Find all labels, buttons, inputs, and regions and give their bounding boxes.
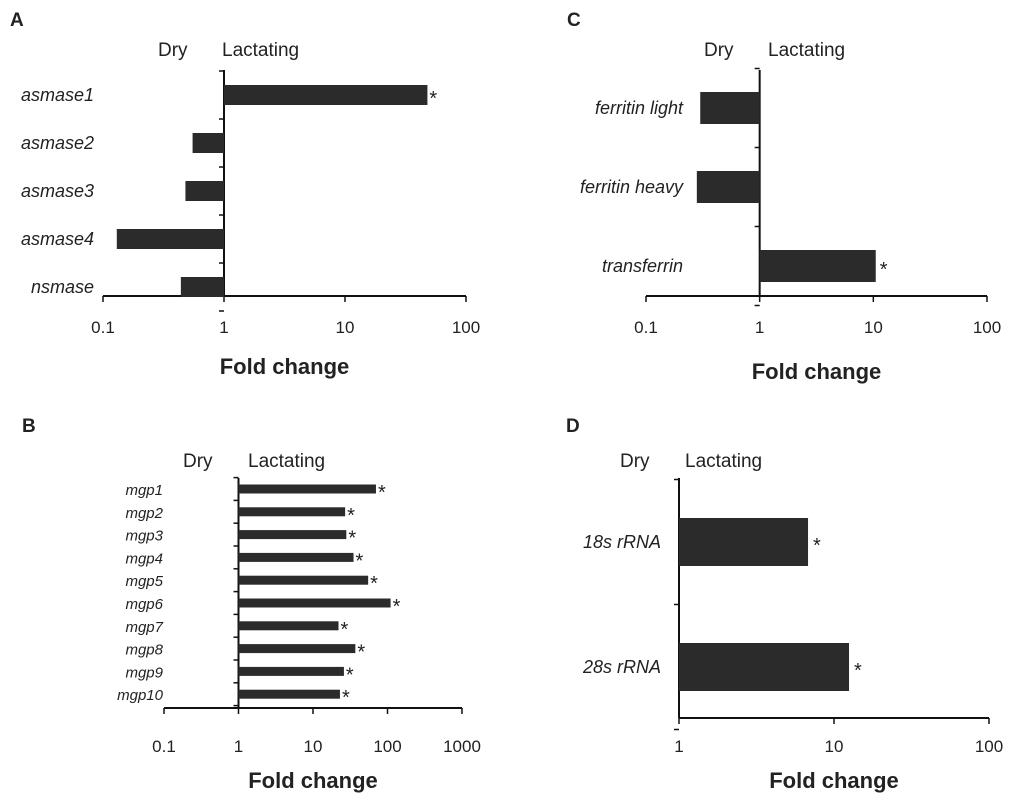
panel-a-bar xyxy=(192,133,224,153)
panel-b-significance-star: * xyxy=(342,687,350,709)
panel-b-x-axis-title: Fold change xyxy=(248,768,378,793)
panel-d-letter: D xyxy=(566,416,580,437)
panel-b-significance-star: * xyxy=(370,573,378,595)
panel-c-x-tick-label: 100 xyxy=(973,318,1001,337)
panel-b-bar xyxy=(238,689,340,699)
panel-b-bar xyxy=(238,552,354,562)
panel-d-bar xyxy=(679,643,850,691)
panel-b-bar xyxy=(238,621,339,631)
panel-c-category-label: ferritin heavy xyxy=(580,177,684,197)
panel-b-x-tick-label: 10 xyxy=(304,737,323,756)
panel-a-category-label: asmase1 xyxy=(21,85,94,105)
panel-a-bar xyxy=(180,277,224,297)
panel-d-x-tick-label: 1 xyxy=(674,737,683,756)
panel-b-bar xyxy=(238,598,391,608)
panel-a-bar xyxy=(185,181,224,201)
panel-b-significance-star: * xyxy=(356,550,364,572)
panel-a-letter: A xyxy=(10,10,24,31)
panel-a-lactating-label: Lactating xyxy=(222,40,299,61)
panel-c-category-label: transferrin xyxy=(602,256,683,276)
panel-a-bar xyxy=(116,229,224,249)
panel-b-x-tick-label: 0.1 xyxy=(152,737,176,756)
panel-b-significance-star: * xyxy=(378,482,386,504)
panel-b-category-label: mgp9 xyxy=(125,664,163,681)
panel-d-x-axis-title: Fold change xyxy=(769,768,899,793)
panel-c-x-tick-label: 0.1 xyxy=(634,318,658,337)
panel-d-lactating-label: Lactating xyxy=(685,451,762,472)
panel-b-category-label: mgp5 xyxy=(125,573,163,590)
panel-a-significance-star: * xyxy=(429,88,437,110)
panel-d-category-label: 18s rRNA xyxy=(583,532,661,552)
panel-a-category-label: nsmase xyxy=(31,277,94,297)
panel-c-bar xyxy=(759,250,876,282)
panel-b-bar xyxy=(238,644,356,654)
panel-b-bar xyxy=(238,530,347,540)
panel-b-category-label: mgp3 xyxy=(125,528,163,545)
panel-b-significance-star: * xyxy=(346,664,354,686)
panel-a-x-axis-title: Fold change xyxy=(220,354,350,379)
panel-b-dry-label: Dry xyxy=(183,451,213,472)
panel-b-significance-star: * xyxy=(357,642,365,664)
panel-b-significance-star: * xyxy=(348,528,356,550)
panel-a-x-tick-label: 0.1 xyxy=(91,318,115,337)
panel-d-dry-label: Dry xyxy=(620,451,650,472)
panel-b-category-label: mgp1 xyxy=(125,482,163,499)
panel-b-category-label: mgp8 xyxy=(125,642,163,659)
panel-b-category-label: mgp2 xyxy=(125,505,163,522)
panel-b-letter: B xyxy=(22,416,36,437)
panel-c-x-tick-label: 1 xyxy=(755,318,764,337)
panel-b-category-label: mgp7 xyxy=(125,619,163,636)
panel-b-category-label: mgp10 xyxy=(117,687,164,704)
panel-a-dry-label: Dry xyxy=(158,40,188,61)
panel-b-x-tick-label: 1000 xyxy=(443,737,481,756)
panel-d-significance-star: * xyxy=(813,535,821,557)
panel-d-x-tick-label: 10 xyxy=(825,737,844,756)
panel-c-lactating-label: Lactating xyxy=(768,40,845,61)
panel-a-category-label: asmase2 xyxy=(21,133,94,153)
panel-c-letter: C xyxy=(567,10,581,31)
panel-b-bar xyxy=(238,575,369,585)
panel-a-category-label: asmase3 xyxy=(21,181,94,201)
panel-b-bar xyxy=(238,484,376,494)
panel-c-dry-label: Dry xyxy=(704,40,734,61)
panel-b-significance-star: * xyxy=(393,596,401,618)
panel-c-x-axis-title: Fold change xyxy=(752,359,882,384)
panel-c-category-label: ferritin light xyxy=(595,98,684,118)
panel-b-category-label: mgp6 xyxy=(125,596,163,613)
panel-d-significance-star: * xyxy=(854,660,862,682)
panel-c-x-tick-label: 10 xyxy=(864,318,883,337)
panel-c-bar xyxy=(696,171,760,203)
panel-b-bar xyxy=(238,666,344,676)
panel-a-x-tick-label: 1 xyxy=(219,318,228,337)
panel-b-significance-star: * xyxy=(341,619,349,641)
panel-b-lactating-label: Lactating xyxy=(248,451,325,472)
panel-d-category-label: 28s rRNA xyxy=(582,657,661,677)
panel-a-x-tick-label: 100 xyxy=(452,318,480,337)
panel-b-x-tick-label: 100 xyxy=(373,737,401,756)
panel-a-bar xyxy=(224,85,428,105)
panel-c-significance-star: * xyxy=(880,259,888,281)
panel-d-x-tick-label: 100 xyxy=(975,737,1003,756)
panel-a-category-label: asmase4 xyxy=(21,229,94,249)
panel-d-bar xyxy=(679,518,809,566)
panel-c-bar xyxy=(700,92,760,124)
panel-b-bar xyxy=(238,507,346,517)
panel-b-x-tick-label: 1 xyxy=(234,737,243,756)
panel-b-category-label: mgp4 xyxy=(125,550,163,567)
panel-a-x-tick-label: 10 xyxy=(336,318,355,337)
panel-b-significance-star: * xyxy=(347,505,355,527)
